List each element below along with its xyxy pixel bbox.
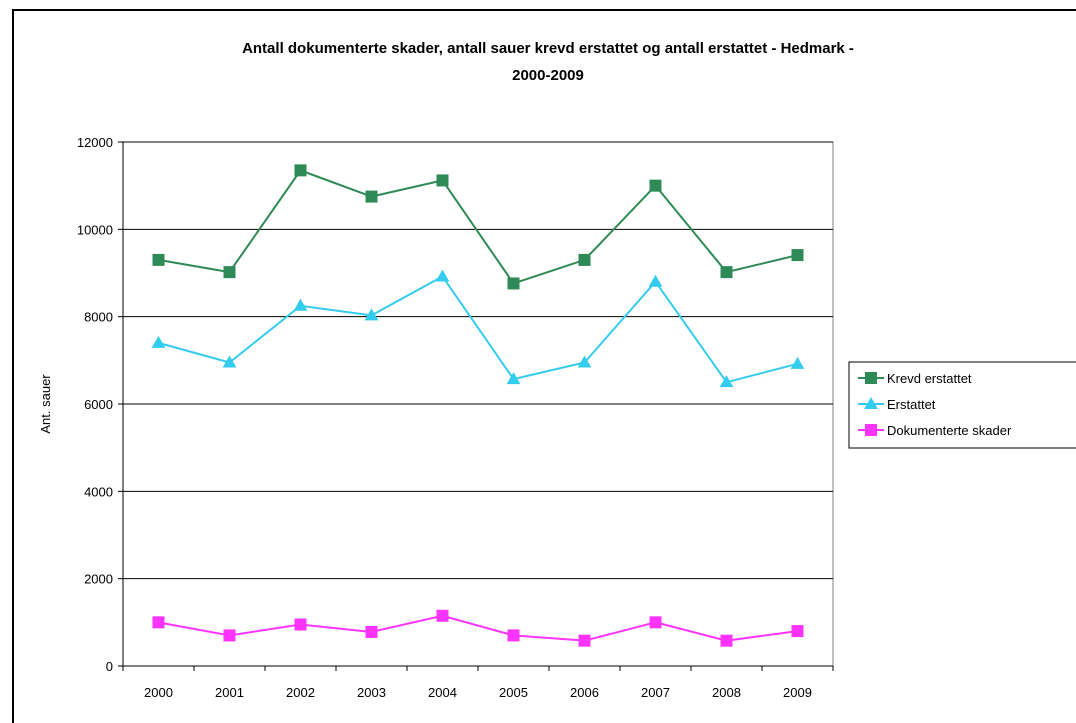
x-tick-label: 2009: [783, 685, 812, 700]
data-point-erstattet: [364, 308, 379, 321]
series-dokumenterte-skader: [152, 609, 804, 647]
series-erstattet: [151, 269, 805, 388]
y-tick-label: 12000: [77, 135, 113, 150]
x-tick-label: 2004: [428, 685, 457, 700]
legend-marker-erstattet: [864, 396, 878, 409]
series-krevd-erstattet: [152, 164, 804, 290]
axes: [122, 142, 834, 671]
data-point-erstattet: [151, 335, 166, 348]
x-tick-labels: 2000 2001 2002 2003 2004 2005 2006 2007 2008 2009: [144, 685, 812, 700]
data-point-krevd-erstattet: [720, 266, 733, 279]
data-point-dokumenterte-skader: [294, 618, 307, 631]
data-point-dokumenterte-skader: [223, 629, 236, 642]
legend-label: Erstattet: [887, 397, 936, 412]
data-point-krevd-erstattet: [578, 253, 591, 266]
y-tick-labels: 0 2000 4000 6000 8000 10000 12000: [77, 135, 113, 674]
legend-marker-krevd-erstattet: [865, 372, 877, 384]
x-tick-label: 2007: [641, 685, 670, 700]
x-tick-label: 2008: [712, 685, 741, 700]
data-point-krevd-erstattet: [436, 174, 449, 187]
y-tick-label: 2000: [84, 572, 113, 587]
data-point-dokumenterte-skader: [152, 616, 165, 629]
x-tick-label: 2005: [499, 685, 528, 700]
data-point-erstattet: [577, 355, 592, 368]
data-point-krevd-erstattet: [365, 190, 378, 203]
data-point-dokumenterte-skader: [720, 634, 733, 647]
x-tick-label: 2003: [357, 685, 386, 700]
y-tick-label: 0: [106, 659, 113, 674]
x-tick-label: 2001: [215, 685, 244, 700]
data-point-erstattet: [790, 356, 805, 369]
data-point-erstattet: [506, 372, 521, 385]
series-line-krevd-erstattet: [158, 169, 798, 285]
legend-box: [848, 361, 1076, 449]
x-tick-label: 2000: [144, 685, 173, 700]
data-point-krevd-erstattet: [791, 249, 804, 262]
series-line-erstattet: [158, 275, 798, 384]
chart-title-line-2: 2000-2009: [512, 67, 584, 84]
data-point-dokumenterte-skader: [791, 625, 804, 638]
legend-label: Dokumenterte skader: [887, 423, 1012, 438]
legend-item-erstattet: Erstattet: [858, 396, 936, 412]
data-point-dokumenterte-skader: [578, 634, 591, 647]
data-point-erstattet: [648, 274, 663, 287]
y-tick-label: 8000: [84, 310, 113, 325]
legend-item-krevd-erstattet: Krevd erstattet: [858, 371, 972, 386]
series-layer: [151, 164, 805, 647]
series-line-dokumenterte-skader: [158, 614, 798, 642]
chart-title: Antall dokumenterte skader, antall sauer…: [242, 40, 854, 84]
data-point-erstattet: [293, 298, 308, 311]
x-tick-label: 2006: [570, 685, 599, 700]
data-point-erstattet: [222, 355, 237, 368]
data-point-dokumenterte-skader: [649, 616, 662, 629]
data-point-krevd-erstattet: [294, 164, 307, 177]
legend-label: Krevd erstattet: [887, 371, 972, 386]
y-tick-label: 4000: [84, 484, 113, 499]
data-point-krevd-erstattet: [507, 277, 520, 290]
data-point-erstattet: [719, 375, 734, 388]
data-point-krevd-erstattet: [152, 253, 165, 266]
data-point-dokumenterte-skader: [436, 609, 449, 622]
data-point-erstattet: [435, 269, 450, 282]
legend: Krevd erstattet Erstattet Dokumenterte ska…: [848, 361, 1076, 449]
legend-item-dokumenterte-skader: Dokumenterte skader: [858, 423, 1012, 438]
y-tick-label: 6000: [84, 397, 113, 412]
x-tick-label: 2002: [286, 685, 315, 700]
chart-title-line-1: Antall dokumenterte skader, antall sauer…: [242, 40, 854, 57]
y-axis-label: Ant. sauer: [38, 374, 53, 434]
y-tick-label: 10000: [77, 222, 113, 237]
legend-marker-dokumenterte-skader: [865, 424, 877, 436]
data-point-dokumenterte-skader: [507, 629, 520, 642]
data-point-krevd-erstattet: [223, 266, 236, 279]
data-point-dokumenterte-skader: [365, 625, 378, 638]
gridlines: [118, 141, 833, 667]
data-point-krevd-erstattet: [649, 179, 662, 192]
